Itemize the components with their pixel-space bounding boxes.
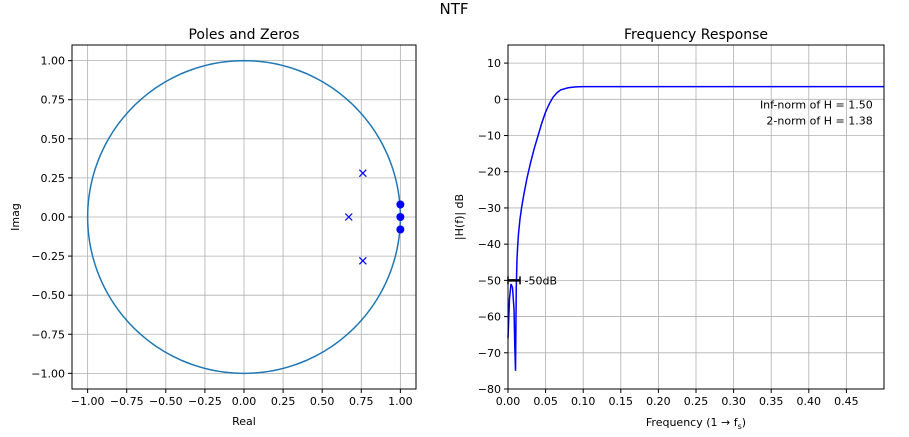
fr-x-label: Frequency (1 → fs) xyxy=(646,416,746,431)
pz-x-tick-label: 0.00 xyxy=(232,395,257,408)
pz-y-ticks: 1.00 0.75 0.50 0.25 0.00 −0.25 −0.50 −0.75 −1.00 xyxy=(31,55,72,380)
fr-x-ticks: 0.00 0.05 0.10 0.15 0.20 0.25 0.30 0.35 0.40 0.45 xyxy=(496,389,859,408)
fr-y-tick-label: −20 xyxy=(478,166,501,179)
zero-marker xyxy=(396,213,405,221)
two-norm-annotation: 2-norm of H = 1.38 xyxy=(766,114,872,127)
fr-x-tick-label: 0.45 xyxy=(834,395,859,408)
minus-50db-label: -50dB xyxy=(525,274,558,287)
pz-x-tick-label: −0.50 xyxy=(149,395,183,408)
pz-x-tick-label: −1.00 xyxy=(71,395,105,408)
fr-y-tick-label: −60 xyxy=(478,311,501,324)
pz-y-tick-label: 0.50 xyxy=(41,133,66,146)
fr-x-tick-label: 0.15 xyxy=(609,395,634,408)
pole-marker xyxy=(358,169,367,178)
inf-norm-annotation: Inf-norm of H = 1.50 xyxy=(760,99,873,112)
pz-zeros xyxy=(396,200,405,234)
zero-marker xyxy=(396,200,405,209)
pz-y-tick-label: −0.75 xyxy=(31,328,65,341)
unit-circle xyxy=(86,59,402,375)
fr-x-tick-label: 0.00 xyxy=(496,395,521,408)
pz-x-tick-label: −0.75 xyxy=(110,395,144,408)
fr-x-label-close: ) xyxy=(742,416,746,429)
pz-y-tick-label: 0.75 xyxy=(41,94,66,107)
fr-y-label: |H(f)| dB xyxy=(453,194,466,240)
fr-y-tick-label: 10 xyxy=(487,57,501,70)
zero-marker xyxy=(396,225,405,234)
pz-x-tick-label: 1.00 xyxy=(388,395,413,408)
fr-x-tick-label: 0.10 xyxy=(571,395,596,408)
pz-panel: Poles and Zeros −1.00 −0.75 −0.50 −0.25 0.00… xyxy=(9,27,417,428)
fr-x-tick-label: 0.35 xyxy=(759,395,784,408)
pz-poles xyxy=(344,169,367,265)
figure-suptitle: NTF xyxy=(439,0,468,18)
fr-x-label-sub: s xyxy=(738,422,742,431)
fr-title: Frequency Response xyxy=(624,27,768,43)
pz-y-tick-label: −1.00 xyxy=(31,367,65,380)
pz-x-label: Real xyxy=(232,415,256,428)
pz-x-tick-label: 0.50 xyxy=(310,395,335,408)
pole-marker xyxy=(344,213,353,221)
pz-y-tick-label: −0.50 xyxy=(31,289,65,302)
pz-grid xyxy=(72,45,416,389)
fr-y-tick-label: −80 xyxy=(478,383,501,396)
fr-y-tick-label: −30 xyxy=(478,202,501,215)
fr-y-tick-label: −70 xyxy=(478,347,501,360)
pz-y-label: Imag xyxy=(9,203,22,231)
fr-y-tick-label: 0 xyxy=(494,93,501,106)
fr-y-tick-label: −50 xyxy=(478,274,501,287)
pz-y-tick-label: −0.25 xyxy=(31,250,65,263)
pz-x-tick-label: −0.25 xyxy=(188,395,222,408)
pz-x-ticks: −1.00 −0.75 −0.50 −0.25 0.00 0.25 0.50 0.75 1.00 xyxy=(71,389,413,408)
pole-marker xyxy=(358,256,367,265)
minus-50db-marker xyxy=(507,276,521,285)
fr-panel: Frequency Response -50dB Inf-norm of H =… xyxy=(453,27,885,431)
fr-x-tick-label: 0.40 xyxy=(797,395,822,408)
pz-y-tick-label: 1.00 xyxy=(41,55,66,68)
fr-y-ticks: 10 0 −10 −20 −30 −40 −50 −60 −70 −80 xyxy=(478,57,508,396)
fr-y-tick-label: −10 xyxy=(478,130,501,143)
fr-x-tick-label: 0.05 xyxy=(533,395,558,408)
frequency-response-line xyxy=(507,85,884,371)
pz-title: Poles and Zeros xyxy=(188,27,299,43)
fr-x-tick-label: 0.30 xyxy=(721,395,746,408)
fr-x-label-main: Frequency (1 → f xyxy=(646,416,739,429)
pz-x-tick-label: 0.25 xyxy=(271,395,296,408)
pz-x-tick-label: 0.75 xyxy=(349,395,374,408)
pz-y-tick-label: 0.00 xyxy=(41,211,66,224)
fr-y-tick-label: −40 xyxy=(478,238,501,251)
fr-x-tick-label: 0.25 xyxy=(684,395,709,408)
pz-y-tick-label: 0.25 xyxy=(41,172,66,185)
fr-grid xyxy=(507,45,884,390)
fr-x-tick-label: 0.20 xyxy=(646,395,671,408)
